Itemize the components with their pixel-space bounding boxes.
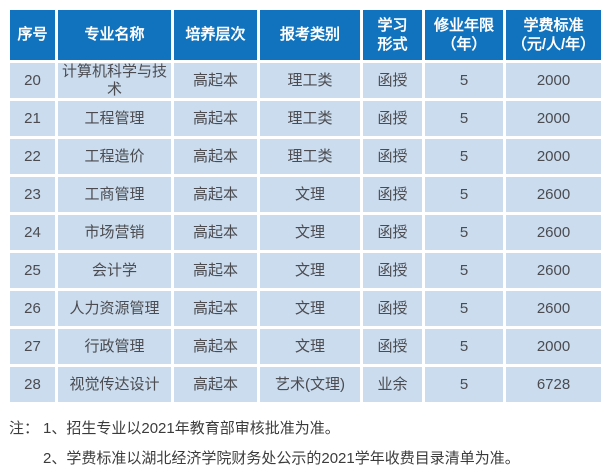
cell-tuition: 2600 <box>506 215 601 250</box>
table-row: 23 工商管理 高起本 文理 函授 5 2600 <box>10 177 601 212</box>
table-row: 21 工程管理 高起本 理工类 函授 5 2000 <box>10 101 601 136</box>
cell-level: 高起本 <box>174 253 257 288</box>
table-row: 22 工程造价 高起本 理工类 函授 5 2000 <box>10 139 601 174</box>
cell-level: 高起本 <box>174 139 257 174</box>
cell-years: 5 <box>425 329 503 364</box>
cell-form: 函授 <box>363 101 422 136</box>
header-major: 专业名称 <box>58 10 171 60</box>
cell-tuition: 2600 <box>506 253 601 288</box>
cell-category: 理工类 <box>260 101 360 136</box>
cell-level: 高起本 <box>174 177 257 212</box>
cell-tuition: 2000 <box>506 63 601 98</box>
cell-years: 5 <box>425 177 503 212</box>
notes-prefix: 注： <box>9 420 40 437</box>
table-row: 28 视觉传达设计 高起本 艺术(文理) 业余 5 6728 <box>10 367 601 402</box>
header-tuition: 学费标准 （元/人/年） <box>506 10 601 60</box>
cell-years: 5 <box>425 215 503 250</box>
cell-level: 高起本 <box>174 329 257 364</box>
cell-form: 函授 <box>363 139 422 174</box>
cell-no: 26 <box>10 291 55 326</box>
cell-category: 文理 <box>260 177 360 212</box>
cell-major: 工程管理 <box>58 101 171 136</box>
cell-no: 27 <box>10 329 55 364</box>
cell-years: 5 <box>425 63 503 98</box>
table-row: 25 会计学 高起本 文理 函授 5 2600 <box>10 253 601 288</box>
cell-category: 文理 <box>260 291 360 326</box>
cell-no: 25 <box>10 253 55 288</box>
cell-tuition: 2000 <box>506 139 601 174</box>
cell-category: 艺术(文理) <box>260 367 360 402</box>
cell-category: 理工类 <box>260 139 360 174</box>
cell-tuition: 2000 <box>506 329 601 364</box>
cell-no: 20 <box>10 63 55 98</box>
cell-tuition: 2000 <box>506 101 601 136</box>
table-header: 序号 专业名称 培养层次 报考类别 学习 形式 修业年限 （年） 学费标准 （元… <box>10 10 601 60</box>
notes-items: 1、招生专业以2021年教育部审核批准为准。 2、学费标准以湖北经济学院财务处公… <box>43 414 598 474</box>
cell-category: 文理 <box>260 215 360 250</box>
cell-no: 21 <box>10 101 55 136</box>
cell-major: 工程造价 <box>58 139 171 174</box>
table-row: 24 市场营销 高起本 文理 函授 5 2600 <box>10 215 601 250</box>
cell-major: 工商管理 <box>58 177 171 212</box>
cell-no: 28 <box>10 367 55 402</box>
notes-section: 注： 1、招生专业以2021年教育部审核批准为准。 2、学费标准以湖北经济学院财… <box>7 414 598 474</box>
cell-form: 函授 <box>363 63 422 98</box>
cell-major: 行政管理 <box>58 329 171 364</box>
cell-no: 23 <box>10 177 55 212</box>
cell-level: 高起本 <box>174 101 257 136</box>
cell-form: 函授 <box>363 329 422 364</box>
cell-major: 视觉传达设计 <box>58 367 171 402</box>
header-no: 序号 <box>10 10 55 60</box>
cell-no: 24 <box>10 215 55 250</box>
cell-category: 文理 <box>260 253 360 288</box>
cell-years: 5 <box>425 101 503 136</box>
cell-form: 函授 <box>363 177 422 212</box>
cell-years: 5 <box>425 139 503 174</box>
cell-form: 函授 <box>363 291 422 326</box>
cell-level: 高起本 <box>174 63 257 98</box>
header-level: 培养层次 <box>174 10 257 60</box>
note-item: 2、学费标准以湖北经济学院财务处公示的2021学年收费目录清单为准。 <box>43 450 520 467</box>
cell-level: 高起本 <box>174 291 257 326</box>
table-body: 20 计算机科学与技术 高起本 理工类 函授 5 2000 21 工程管理 高起本 理工类 函授 5 20… <box>10 63 601 402</box>
cell-category: 文理 <box>260 329 360 364</box>
table-row: 20 计算机科学与技术 高起本 理工类 函授 5 2000 <box>10 63 601 98</box>
cell-years: 5 <box>425 253 503 288</box>
cell-major: 会计学 <box>58 253 171 288</box>
table-row: 27 行政管理 高起本 文理 函授 5 2000 <box>10 329 601 364</box>
cell-level: 高起本 <box>174 367 257 402</box>
cell-tuition: 2600 <box>506 177 601 212</box>
cell-tuition: 6728 <box>506 367 601 402</box>
cell-form: 函授 <box>363 215 422 250</box>
header-form: 学习 形式 <box>363 10 422 60</box>
cell-major: 计算机科学与技术 <box>58 63 171 98</box>
cell-form: 业余 <box>363 367 422 402</box>
cell-tuition: 2600 <box>506 291 601 326</box>
cell-form: 函授 <box>363 253 422 288</box>
note-item: 1、招生专业以2021年教育部审核批准为准。 <box>43 420 340 437</box>
cell-major: 人力资源管理 <box>58 291 171 326</box>
cell-level: 高起本 <box>174 215 257 250</box>
cell-category: 理工类 <box>260 63 360 98</box>
cell-no: 22 <box>10 139 55 174</box>
cell-major: 市场营销 <box>58 215 171 250</box>
table-row: 26 人力资源管理 高起本 文理 函授 5 2600 <box>10 291 601 326</box>
header-row: 序号 专业名称 培养层次 报考类别 学习 形式 修业年限 （年） 学费标准 （元… <box>10 10 601 60</box>
header-years: 修业年限 （年） <box>425 10 503 60</box>
header-category: 报考类别 <box>260 10 360 60</box>
enrollment-table: 序号 专业名称 培养层次 报考类别 学习 形式 修业年限 （年） 学费标准 （元… <box>7 7 604 405</box>
cell-years: 5 <box>425 291 503 326</box>
cell-years: 5 <box>425 367 503 402</box>
